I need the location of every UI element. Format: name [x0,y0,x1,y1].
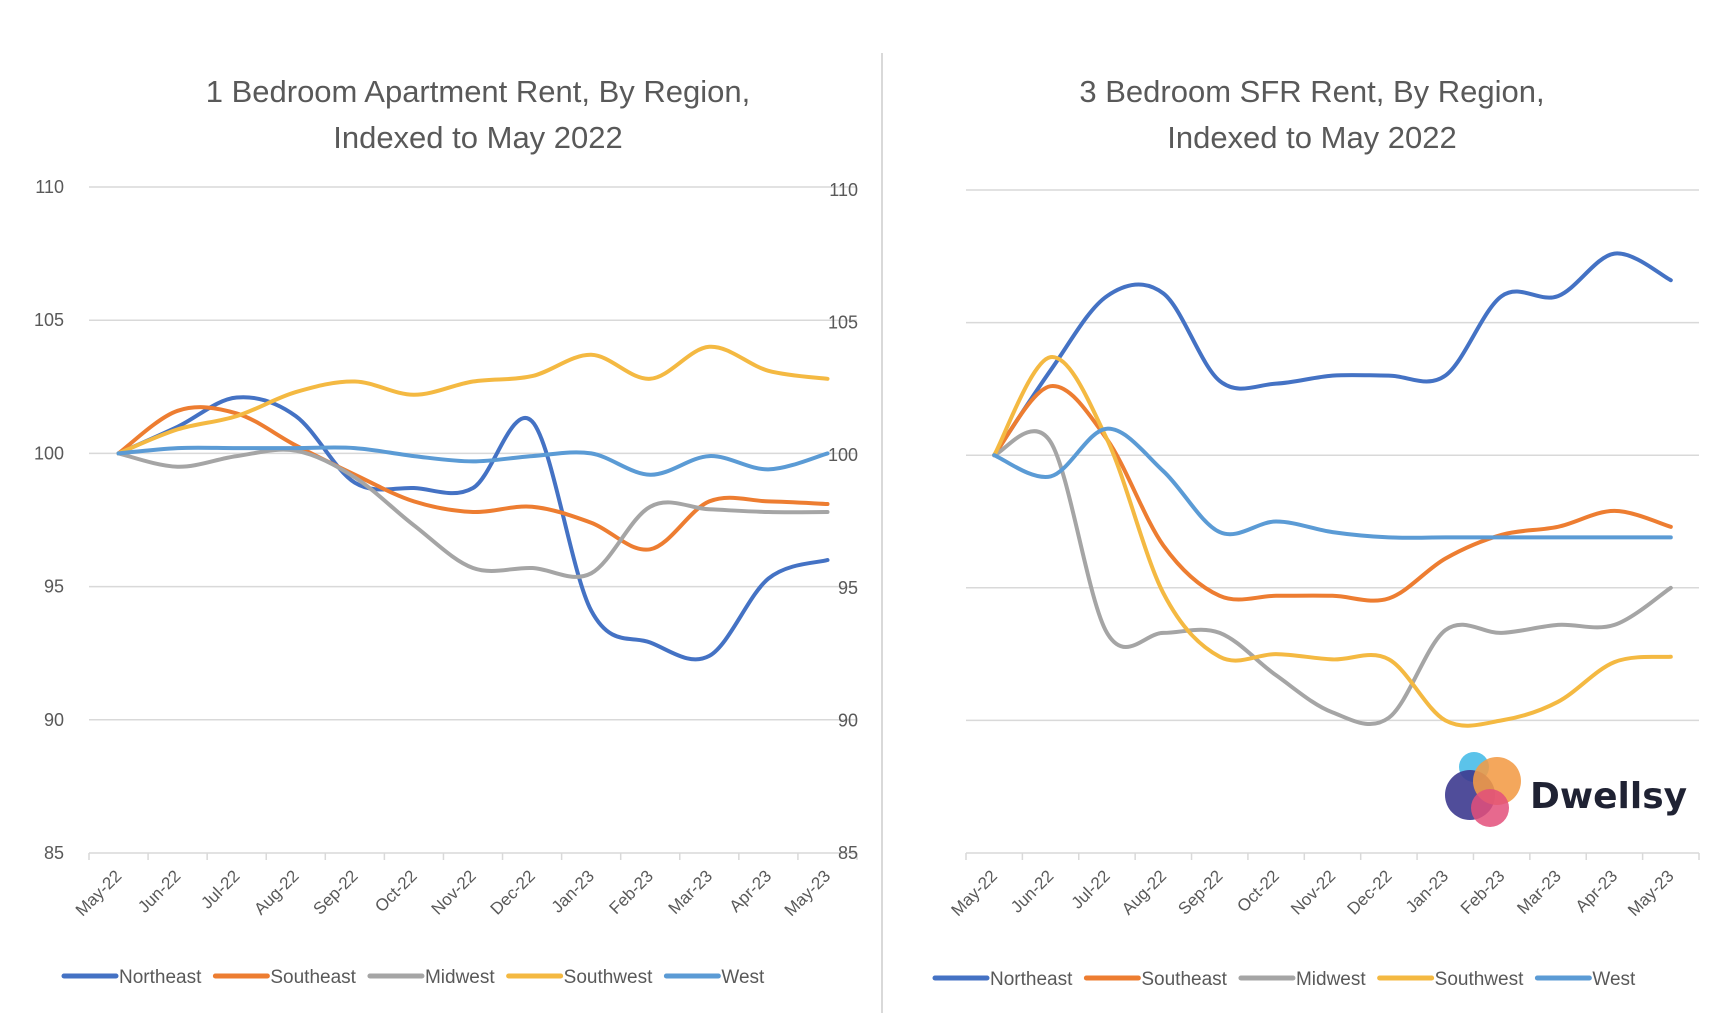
logo-circle-pink [1471,789,1509,827]
y-tick-label: 110 [829,180,858,200]
series-line-northeast [116,395,830,662]
series-lines [116,344,830,662]
y-axis-ticks: 85 90 95 100 105 110 [828,180,858,863]
x-tick-label: Mar-23 [665,866,717,918]
x-tick-label: Aug-22 [250,866,302,918]
chart-1br-apartment-rent: 1 Bedroom Apartment Rent, By Region, Ind… [34,74,858,988]
x-tick-label: Sep-22 [309,866,361,918]
y-tick-label: 95 [44,577,64,597]
y-tick-label: 105 [34,310,64,330]
x-tick-label: May-23 [1624,866,1678,920]
legend-label-southwest: Southwest [564,967,653,988]
x-tick-label: Jan-23 [1402,866,1452,916]
chart-title-line-2: Indexed to May 2022 [333,120,623,155]
series-line-southwest [116,344,830,456]
legend-label-southeast: Southeast [270,967,356,988]
legend-label-southeast: Southeast [1141,969,1227,990]
x-axis-ticks: May-22 Jun-22 Jul-22 Aug-22 Sep-22 Oct-22 Nov-… [72,853,858,920]
y-tick-label: 85 [44,843,64,863]
x-tick-label: Jan-23 [548,866,598,916]
series-line-northeast [992,251,1673,458]
x-tick-label: Sep-22 [1174,866,1226,918]
x-tick-label: May-22 [948,866,1002,920]
x-tick-label: Dec-22 [487,866,539,918]
chart-title-line-2: Indexed to May 2022 [1167,120,1457,155]
series-line-midwest [116,447,830,579]
y-axis-ticks: 85 90 95 100 105 110 [34,177,64,863]
series-line-southeast [116,405,830,552]
series-line-west [116,445,830,477]
series-line-midwest [992,429,1673,727]
series-line-southwest [992,355,1673,728]
x-tick-label: Jun-22 [1007,866,1057,916]
dwellsy-logo: Dwellsy [1445,752,1687,827]
x-tick-label: May-23 [781,866,835,920]
y-tick-label: 100 [34,443,64,463]
x-axis-ticks: May-22 Jun-22 Jul-22 Aug-22 Sep-22 Oct-22 Nov-… [948,853,1700,920]
x-tick-label: Nov-22 [428,866,480,918]
y-tick-label: 95 [838,578,858,598]
y-tick-label: 110 [35,177,64,197]
x-tick-label: May-22 [72,866,126,920]
legend-label-midwest: Midwest [425,967,495,988]
brand-name: Dwellsy [1530,776,1687,817]
x-tick-label: Apr-23 [726,866,776,916]
x-tick-label: Feb-23 [1457,866,1509,918]
legend-label-west: West [721,967,765,988]
x-tick-label: Jul-22 [1068,866,1114,912]
x-tick-label: Oct-22 [371,866,421,916]
legend-label-northeast: Northeast [990,969,1073,990]
x-tick-label: Dec-22 [1344,866,1396,918]
overlapping-circles-logo-icon [1445,752,1521,827]
y-tick-label: 90 [838,710,858,730]
x-tick-label: Jun-22 [134,866,184,916]
x-tick-label: Jul-22 [197,866,243,912]
chart-title-line-1: 3 Bedroom SFR Rent, By Region, [1079,74,1544,109]
x-tick-label: Oct-22 [1233,866,1283,916]
series-lines [992,251,1673,728]
gridlines [89,186,857,854]
legend-label-northeast: Northeast [119,967,202,988]
y-tick-label: 100 [828,445,858,465]
y-tick-label: 105 [828,313,858,333]
y-tick-label: 85 [838,843,858,863]
chart-title-line-1: 1 Bedroom Apartment Rent, By Region, [206,74,751,109]
x-tick-label: Mar-23 [1513,866,1565,918]
x-tick-label: Apr-23 [1572,866,1622,916]
legend-label-southwest: Southwest [1435,969,1524,990]
x-tick-label: Feb-23 [606,866,658,918]
legend: Northeast Southeast Midwest Southwest West [932,969,1636,990]
series-line-southeast [992,384,1673,603]
legend-label-west: West [1592,969,1636,990]
gridlines [966,189,1699,854]
x-tick-label: Nov-22 [1287,866,1339,918]
chart-3br-sfr-rent: 3 Bedroom SFR Rent, By Region, Indexed t… [828,74,1700,990]
series-line-west [992,426,1673,540]
x-tick-label: Aug-22 [1118,866,1170,918]
legend-label-midwest: Midwest [1296,969,1366,990]
y-tick-label: 90 [44,710,64,730]
legend: Northeast Southeast Midwest Southwest West [61,967,765,988]
